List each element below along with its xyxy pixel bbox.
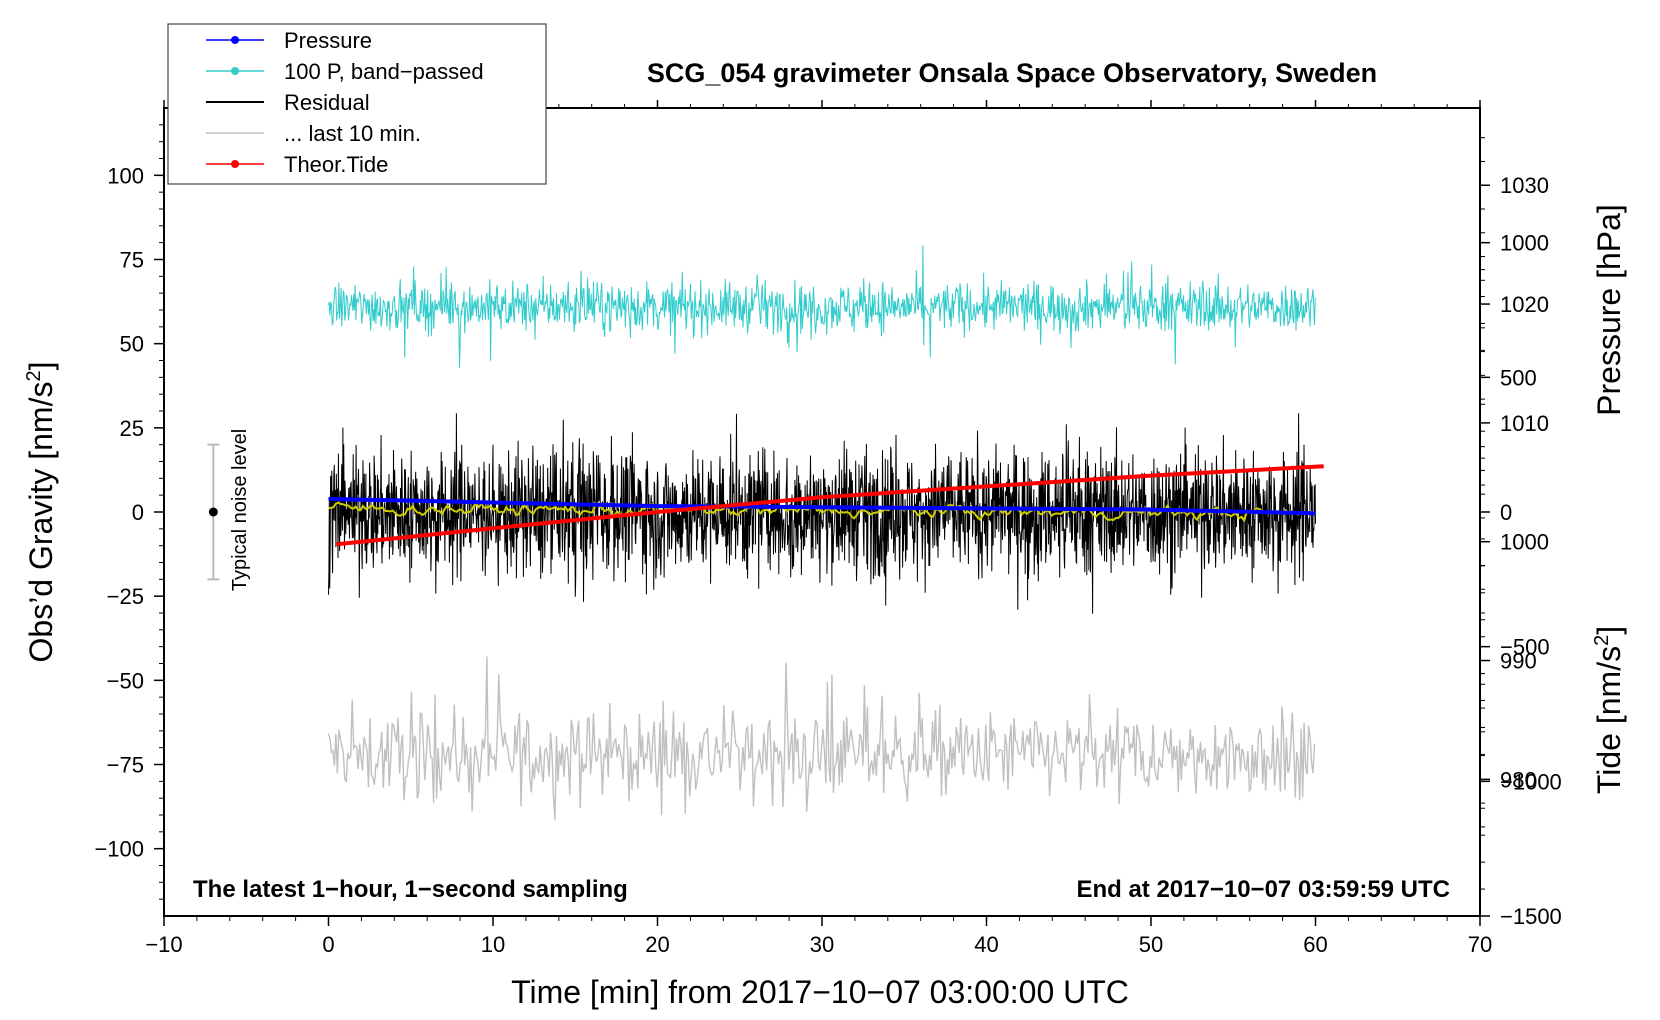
y-axis-title-superscript: 2 [23, 370, 45, 381]
residual-line [328, 413, 1316, 614]
y-tick-label: −100 [94, 837, 144, 862]
pressure-tick-label: 1010 [1500, 411, 1549, 436]
legend-marker [231, 36, 239, 44]
y-tick-label: 50 [120, 332, 144, 357]
series-layer [327, 245, 1324, 820]
x-tick-label: 60 [1303, 932, 1327, 957]
tide-line [336, 464, 1324, 547]
x-tick-label: 30 [810, 932, 834, 957]
noise-indicator [207, 443, 220, 581]
pressure-axis-title: Pressure [hPa] [1591, 204, 1627, 416]
legend-box [167, 23, 547, 185]
legend-label: Pressure [284, 28, 372, 53]
bandpassed-pressure-line [328, 245, 1316, 368]
legend-label: 100 P, band−passed [284, 59, 484, 84]
x-tick-label: 10 [481, 932, 505, 957]
y-tick-label: −75 [107, 753, 144, 778]
y-tick-label: 75 [120, 248, 144, 273]
pressure-tick-label: 1020 [1500, 292, 1549, 317]
y-tick-label: −25 [107, 584, 144, 609]
corner-right-caption: End at 2017−10−07 03:59:59 UTC [1076, 876, 1450, 903]
tide-axis-title-superscript: 2 [1591, 635, 1613, 646]
legend-marker [231, 67, 239, 75]
legend-label: Residual [284, 90, 370, 115]
legend-marker [231, 160, 239, 168]
y-tick-label: 100 [107, 163, 144, 188]
noise-center-dot [208, 507, 218, 517]
y-tick-label: 0 [132, 500, 144, 525]
pressure-tick-label: 1030 [1500, 173, 1549, 198]
corner-left-caption: The latest 1−hour, 1−second sampling [193, 876, 628, 903]
x-tick-label: 40 [974, 932, 998, 957]
x-axis-ticks: −10 0 10 20 30 40 50 60 70 [145, 100, 1492, 957]
legend-label: Theor.Tide [284, 152, 388, 177]
x-tick-label: 50 [1139, 932, 1163, 957]
tide-tick-label: −1500 [1500, 904, 1562, 929]
residual-smoothed-line [328, 501, 1317, 523]
legend-label: ... last 10 min. [284, 121, 421, 146]
tide-tick-label: 1000 [1500, 231, 1549, 256]
tide-tick-label: 0 [1500, 500, 1512, 525]
noise-label: Typical noise level [229, 429, 251, 591]
y-tick-label: −50 [107, 668, 144, 693]
pressure-line [328, 496, 1316, 516]
tide-tick-label: −1000 [1500, 769, 1562, 794]
pressure-axis-ticks: 1030 1020 1010 1000 990 980 [1480, 137, 1549, 828]
chart-title: SCG_054 gravimeter Onsala Space Observat… [647, 58, 1377, 88]
tide-tick-label: −500 [1500, 635, 1550, 660]
pressure-tick-label: 1000 [1500, 530, 1549, 555]
x-tick-label: −10 [145, 932, 182, 957]
legend: Pressure 100 P, band−passed Residual ... la… [167, 23, 547, 185]
y-axis-title: Obs’d Gravity [nm/s2] [23, 362, 59, 663]
gravity-axis-ticks: 100 75 50 25 0 −25 −50 −75 −100 [94, 124, 164, 900]
tide-axis-title: Tide [nm/s2] [1591, 626, 1627, 794]
pressure-tick-label: 980 [1500, 767, 1537, 792]
last-10-min-line [327, 656, 1316, 820]
tide-tick-label: 500 [1500, 365, 1537, 390]
legend-entries: Pressure 100 P, band−passed Residual ... la… [206, 28, 484, 177]
x-tick-label: 70 [1468, 932, 1492, 957]
pressure-tick-label: 990 [1500, 649, 1537, 674]
tide-axis-ticks: 1000 500 0 −500 −1000 −1500 [1480, 231, 1562, 929]
x-axis-title: Time [min] from 2017−10−07 03:00:00 UTC [511, 974, 1129, 1010]
y-tick-label: 25 [120, 416, 144, 441]
x-tick-label: 20 [645, 932, 669, 957]
x-tick-label: 0 [322, 932, 334, 957]
